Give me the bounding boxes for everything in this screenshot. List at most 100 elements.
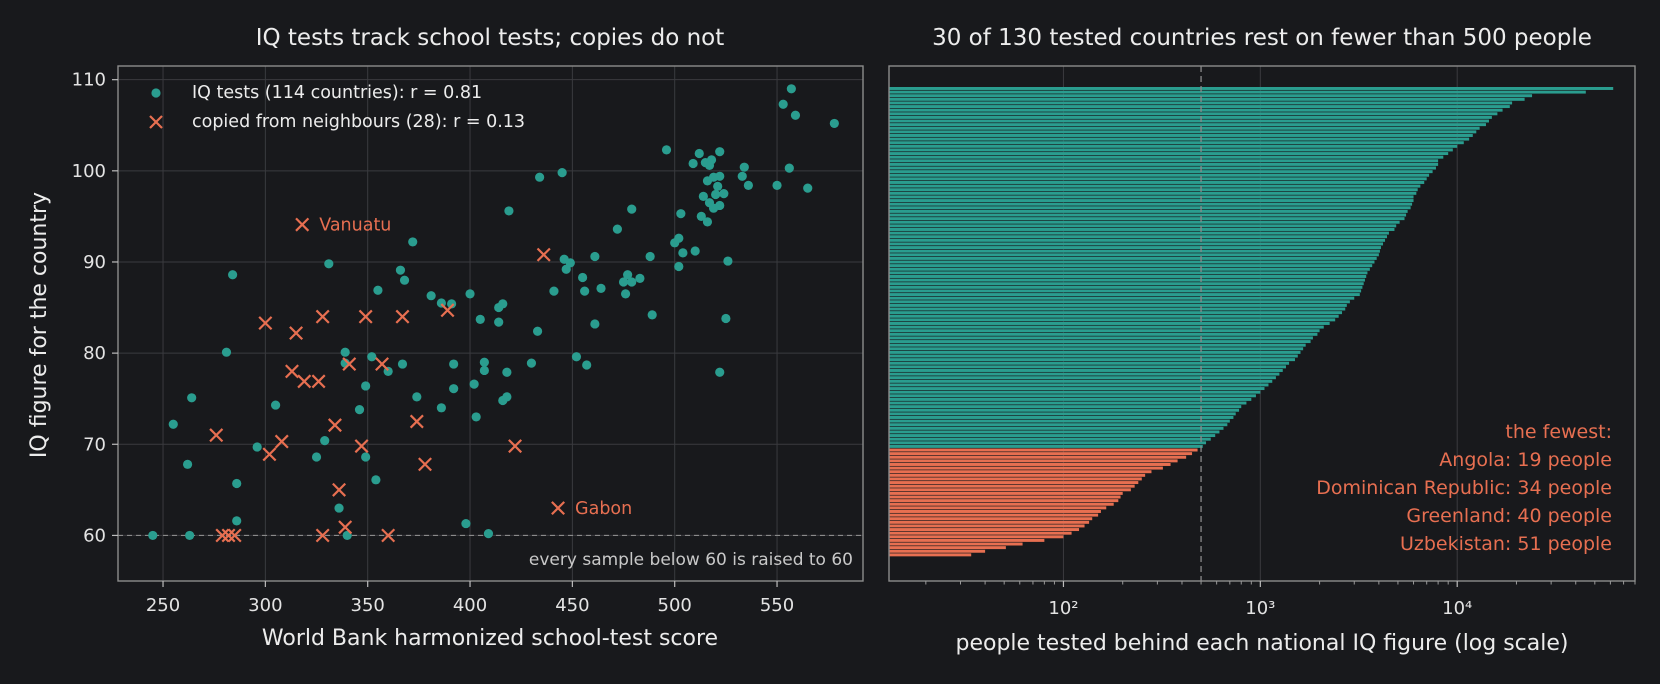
bar [889, 553, 972, 557]
bar [889, 202, 1413, 206]
bar [889, 314, 1339, 318]
bar [889, 448, 1198, 452]
copied-point [295, 217, 310, 232]
iq-test-point [620, 289, 631, 299]
bar [889, 405, 1242, 409]
iq-test-point [228, 270, 238, 280]
bar [889, 105, 1510, 109]
bar [889, 549, 986, 553]
bar [889, 538, 1045, 542]
copied-point [215, 528, 230, 543]
iq-test-point [532, 326, 543, 336]
copied-point [358, 309, 373, 324]
iq-test-point [645, 251, 655, 262]
iq-test-point [232, 478, 242, 489]
bar [889, 260, 1375, 264]
bar [889, 318, 1336, 322]
iq-test-point [232, 516, 242, 526]
iq-test-point [185, 530, 195, 541]
bar [889, 528, 1080, 532]
iq-test-point [557, 168, 567, 178]
iq-test-point [182, 459, 193, 469]
iq-test-point [612, 224, 622, 234]
bar [889, 325, 1324, 329]
iq-test-point [148, 530, 158, 541]
iq-test-point [479, 357, 489, 367]
bar [889, 430, 1220, 434]
copied-point [284, 364, 299, 379]
bars [889, 87, 1614, 557]
bar [889, 282, 1364, 286]
copied-point [315, 309, 330, 324]
bar [889, 419, 1230, 423]
iq-test-point [187, 393, 197, 403]
iq-test-point [436, 403, 446, 413]
iq-test-point [698, 191, 708, 201]
bar [889, 144, 1458, 148]
bar-x-label: people tested behind each national IQ fi… [955, 631, 1568, 656]
iq-test-point [623, 270, 633, 280]
bar [889, 278, 1365, 282]
bar [889, 441, 1207, 445]
iq-test-point [580, 286, 590, 296]
iq-test-point [361, 381, 371, 391]
iq-test-point [367, 352, 377, 362]
bar [889, 510, 1101, 513]
iq-test-point [713, 181, 723, 191]
bar [889, 170, 1433, 174]
bar [889, 87, 1614, 90]
iq-test-point [320, 436, 330, 446]
iq-test-point [590, 319, 600, 329]
fewest-line-2: Dominican Republic: 34 people [1316, 477, 1612, 499]
iq-test-point [715, 367, 725, 377]
bar [889, 238, 1386, 242]
bar [889, 134, 1473, 137]
bar [889, 97, 1525, 101]
bar [889, 213, 1407, 217]
iq-test-point [426, 291, 436, 301]
bar [889, 209, 1408, 213]
copied-point [342, 357, 357, 372]
copied-point [536, 247, 551, 262]
bar [889, 394, 1256, 398]
bar [889, 173, 1430, 177]
iq-test-point [221, 347, 232, 357]
bar [889, 224, 1397, 228]
iq-test-point [582, 360, 592, 370]
bar [889, 347, 1304, 351]
bar [889, 264, 1373, 268]
bar [889, 300, 1350, 304]
bar [889, 488, 1131, 492]
iq-test-point [311, 452, 322, 462]
bar [889, 365, 1286, 369]
iq-test-point [790, 110, 801, 120]
bar [889, 444, 1203, 448]
copied-point [274, 434, 289, 449]
bar [889, 115, 1492, 119]
bar [889, 293, 1360, 297]
bar [889, 546, 1006, 550]
copied-point [327, 418, 342, 433]
iq-test-point [715, 200, 725, 211]
iq-test-point [661, 145, 672, 155]
bar [889, 397, 1252, 401]
iq-test-point [342, 530, 352, 541]
bar [889, 137, 1470, 141]
iq-test-point [688, 158, 698, 169]
iq-test-point [168, 419, 178, 429]
y-tick-label: 100 [72, 161, 106, 182]
copied-point [221, 528, 236, 543]
bar [889, 517, 1093, 521]
bar-x-ticks: 10² 10³ 10⁴ [925, 581, 1636, 619]
bar-title: 30 of 130 tested countries rest on fewer… [932, 25, 1592, 51]
iq-test-point [786, 84, 796, 94]
bar [889, 473, 1146, 477]
bar [889, 455, 1187, 459]
scatter-legend: IQ tests (114 countries): r = 0.81 copie… [149, 83, 525, 132]
iq-test-point [449, 384, 459, 394]
copied-point [375, 357, 390, 372]
bar [889, 340, 1311, 344]
x-tick-label: 10⁴ [1442, 598, 1472, 619]
iq-test-point [676, 209, 686, 219]
